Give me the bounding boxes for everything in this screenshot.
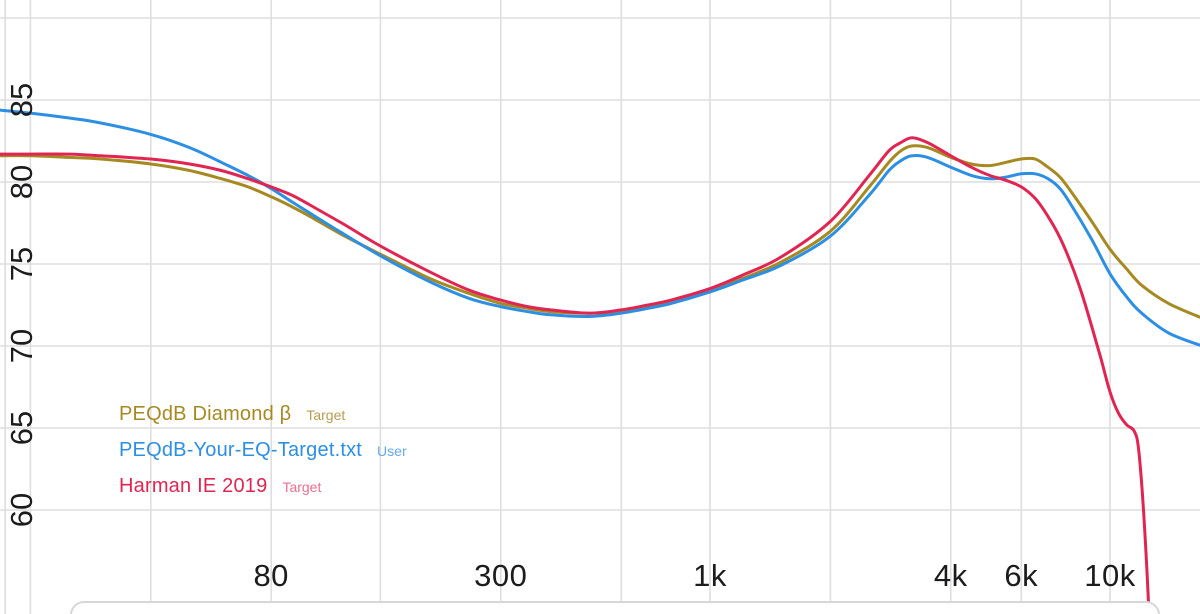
legend-item-your-eq-target[interactable]: PEQdB-Your-EQ-Target.txt User	[119, 439, 407, 462]
series-name[interactable]: Harman IE 2019	[119, 475, 268, 497]
legend-item-harman-ie-2019[interactable]: Harman IE 2019 Target	[119, 475, 407, 498]
series-name[interactable]: PEQdB Diamond β	[119, 403, 292, 425]
curve-series-2	[0, 136, 1151, 614]
curve-series-1	[0, 108, 1200, 347]
series-type-badge: Target	[306, 407, 346, 423]
legend-item-peqdb-diamond-beta[interactable]: PEQdB Diamond β Target	[119, 403, 407, 426]
series-type-badge: Target	[282, 479, 322, 495]
bottom-panel[interactable]	[70, 601, 1160, 614]
series-name[interactable]: PEQdB-Your-EQ-Target.txt	[119, 439, 363, 461]
response-curves	[0, 108, 1200, 614]
chart-legend: PEQdB Diamond β Target PEQdB-Your-EQ-Tar…	[119, 403, 407, 498]
curve-series-0	[0, 144, 1200, 319]
series-type-badge: User	[377, 443, 407, 459]
